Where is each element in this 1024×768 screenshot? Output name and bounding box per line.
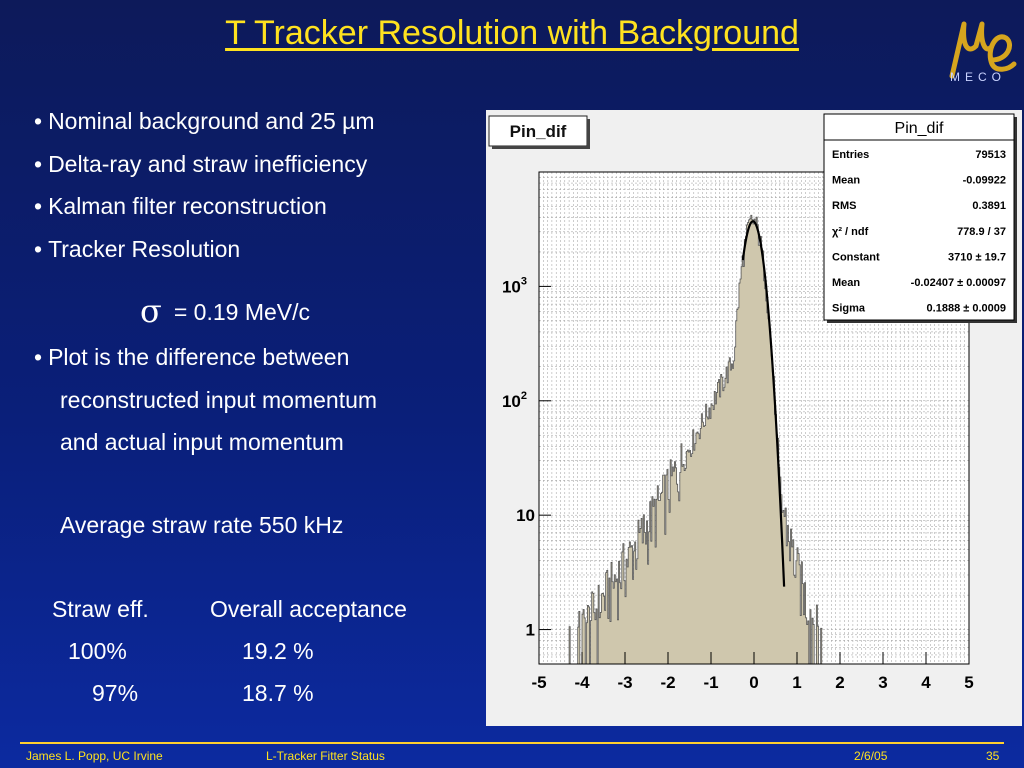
- y-axis-ticks: 1 10 102 103: [502, 275, 551, 640]
- x-axis-ticks: -5 -4 -3 -2 -1 0 1 2 3 4 5: [531, 652, 974, 692]
- stats-label: RMS: [832, 200, 856, 212]
- cell-straw-eff: 97%: [92, 680, 139, 706]
- x-tick-label: -1: [703, 673, 718, 692]
- stats-label: χ² / ndf: [832, 226, 869, 238]
- bullet-item: Kalman filter reconstruction: [34, 185, 375, 228]
- footer-divider: [20, 742, 1004, 744]
- x-tick-label: -5: [531, 673, 546, 692]
- stats-value: 0.3891: [972, 200, 1006, 212]
- bullet-item: Nominal background and 25 µm: [34, 100, 375, 143]
- x-tick-label: 1: [792, 673, 801, 692]
- plot-description: Plot is the difference between reconstru…: [34, 336, 377, 464]
- histogram-chart: Pin_dif -5 -4 -3 -2 -1 0 1 2 3 4 5 1 10 102 103 Pin_d…: [486, 110, 1022, 726]
- stats-label: Mean: [832, 175, 860, 187]
- stats-value: -0.09922: [963, 175, 1006, 187]
- stats-box: Pin_dif Entries 79513 Mean -0.09922 RMS 0.3891…: [823, 113, 1017, 323]
- stats-value: 778.9 / 37: [957, 226, 1006, 238]
- logo-text: MECO: [950, 70, 1006, 84]
- histogram-title: Pin_dif: [510, 122, 567, 141]
- bullet-list: Nominal background and 25 µm Delta-ray a…: [34, 100, 375, 270]
- x-tick-label: -3: [617, 673, 632, 692]
- x-tick-label: 0: [749, 673, 758, 692]
- x-tick-label: 5: [964, 673, 973, 692]
- sigma-symbol: σ: [140, 292, 162, 330]
- title-box-shadow: [587, 119, 590, 149]
- y-tick-label: 103: [502, 275, 527, 296]
- cell-acceptance: 18.7 %: [242, 680, 314, 706]
- sigma-value: = 0.19 MeV/c: [173, 299, 311, 325]
- footer-date: 2/6/05: [854, 749, 888, 763]
- y-tick-label: 10: [516, 506, 535, 525]
- mu-e-logo-icon: [949, 21, 1017, 79]
- y-tick-label: 1: [526, 621, 535, 640]
- histogram-panel: Pin_dif -5 -4 -3 -2 -1 0 1 2 3 4 5 1 10 102 103 Pin_d…: [486, 110, 1022, 726]
- stats-label: Sigma: [832, 303, 866, 315]
- stats-value: 79513: [975, 149, 1006, 161]
- slide-title: T Tracker Resolution with Background: [225, 14, 799, 52]
- x-tick-label: 4: [921, 673, 931, 692]
- stats-label: Mean: [832, 277, 860, 289]
- footer-talk: L-Tracker Fitter Status: [266, 749, 385, 763]
- stats-box-frame: [823, 113, 1015, 321]
- gaussian-fit-curve: [741, 220, 786, 587]
- resolution-value: σ = 0.19 MeV/c: [140, 292, 310, 330]
- header-straw-eff: Straw eff.: [52, 596, 149, 622]
- stats-box-title: Pin_dif: [895, 120, 944, 137]
- stats-value: -0.02407 ± 0.00097: [911, 277, 1006, 289]
- bullet-continuation: reconstructed input momentum: [60, 386, 378, 413]
- bullet-continuation: and actual input momentum: [60, 429, 344, 455]
- stats-label: Entries: [832, 149, 869, 161]
- straw-rate: Average straw rate 550 kHz: [60, 512, 344, 538]
- footer-page: 35: [986, 749, 1000, 763]
- x-tick-label: -4: [574, 673, 590, 692]
- bullet-item: Delta-ray and straw inefficiency: [34, 143, 375, 186]
- x-tick-label: -2: [660, 673, 675, 692]
- header-acceptance: Overall acceptance: [210, 596, 407, 622]
- bullet-item: Tracker Resolution: [34, 228, 375, 271]
- cell-acceptance: 19.2 %: [242, 638, 314, 664]
- stats-value: 0.1888 ± 0.0009: [927, 303, 1006, 315]
- cell-straw-eff: 100%: [68, 638, 127, 664]
- stats-label: Constant: [832, 251, 880, 263]
- title-box-frame: [488, 115, 588, 147]
- bullet-item: Plot is the difference between: [34, 336, 377, 379]
- x-tick-label: 3: [878, 673, 887, 692]
- x-tick-label: 2: [835, 673, 844, 692]
- histogram-title-box: Pin_dif: [488, 115, 590, 149]
- title-box-shadow: [492, 146, 590, 149]
- footer-author: James L. Popp, UC Irvine: [26, 749, 163, 763]
- y-tick-label: 102: [502, 390, 527, 411]
- stats-value: 3710 ± 19.7: [948, 251, 1006, 263]
